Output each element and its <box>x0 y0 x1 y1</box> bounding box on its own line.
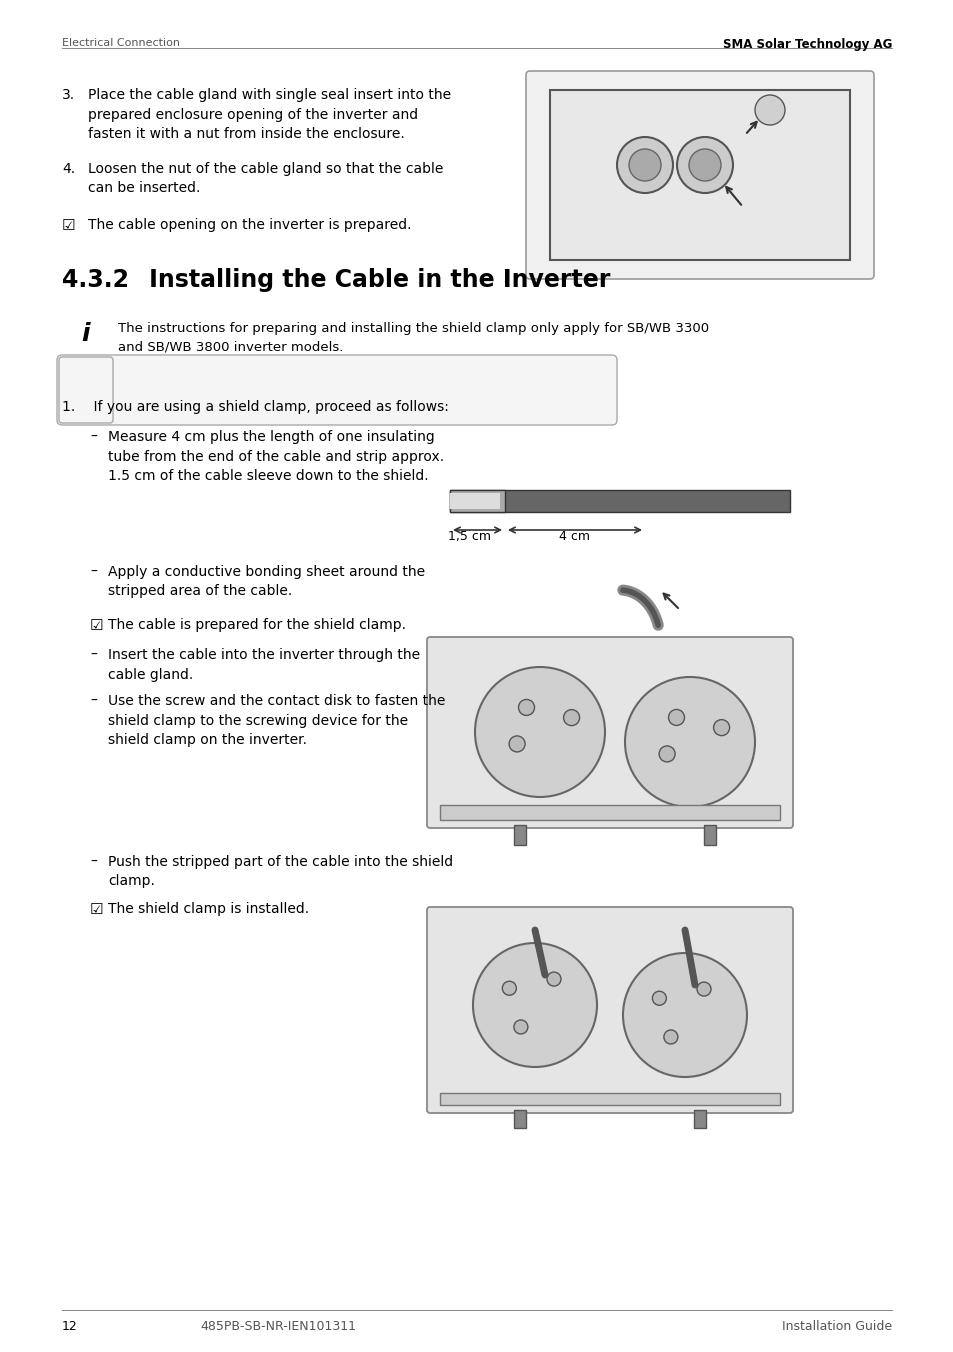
Text: The cable opening on the inverter is prepared.: The cable opening on the inverter is pre… <box>88 218 411 233</box>
Circle shape <box>677 137 732 193</box>
Text: Place the cable gland with single seal insert into the
prepared enclosure openin: Place the cable gland with single seal i… <box>88 88 451 141</box>
Text: –: – <box>90 854 97 869</box>
Text: Use the screw and the contact disk to fasten the
shield clamp to the screwing de: Use the screw and the contact disk to fa… <box>108 694 445 748</box>
Text: The instructions for preparing and installing the shield clamp only apply for SB: The instructions for preparing and insta… <box>118 322 708 353</box>
Text: Electrical Connection: Electrical Connection <box>62 38 180 49</box>
Bar <box>550 91 849 260</box>
Bar <box>450 489 789 512</box>
Circle shape <box>697 982 710 996</box>
Circle shape <box>475 667 604 796</box>
Bar <box>514 1110 525 1128</box>
Bar <box>450 493 499 508</box>
Circle shape <box>628 149 660 181</box>
Text: Insert the cable into the inverter through the
cable gland.: Insert the cable into the inverter throu… <box>108 648 419 681</box>
Text: i: i <box>82 322 91 346</box>
Bar <box>703 825 716 845</box>
Circle shape <box>617 137 672 193</box>
Text: –: – <box>90 430 97 443</box>
Text: ☑: ☑ <box>62 218 75 233</box>
Text: 4 cm: 4 cm <box>558 530 590 544</box>
Text: Installation Guide: Installation Guide <box>781 1320 891 1333</box>
Text: 485PB-SB-NR-IEN101311: 485PB-SB-NR-IEN101311 <box>200 1320 355 1333</box>
Text: 3.: 3. <box>62 88 75 101</box>
Bar <box>439 1092 780 1105</box>
Circle shape <box>688 149 720 181</box>
Text: 1,5 cm: 1,5 cm <box>448 530 491 544</box>
Text: –: – <box>90 565 97 579</box>
Text: –: – <box>90 648 97 662</box>
Text: 4.: 4. <box>62 162 75 176</box>
Text: ☑: ☑ <box>90 618 104 633</box>
Circle shape <box>659 746 675 763</box>
Circle shape <box>663 1030 678 1044</box>
Circle shape <box>502 982 516 995</box>
Text: 4.3.2  Installing the Cable in the Inverter: 4.3.2 Installing the Cable in the Invert… <box>62 268 610 292</box>
Circle shape <box>514 1019 527 1034</box>
Text: Measure 4 cm plus the length of one insulating
tube from the end of the cable an: Measure 4 cm plus the length of one insu… <box>108 430 444 483</box>
FancyBboxPatch shape <box>57 356 617 425</box>
Text: The shield clamp is installed.: The shield clamp is installed. <box>108 902 309 917</box>
Circle shape <box>622 953 746 1078</box>
Circle shape <box>624 677 754 807</box>
Text: –: – <box>90 694 97 708</box>
Bar <box>514 825 525 845</box>
FancyBboxPatch shape <box>427 907 792 1113</box>
Bar <box>450 489 504 512</box>
Text: ☑: ☑ <box>90 902 104 917</box>
Bar <box>693 1110 705 1128</box>
Circle shape <box>518 699 534 715</box>
Bar <box>439 804 780 821</box>
Text: Apply a conductive bonding sheet around the
stripped area of the cable.: Apply a conductive bonding sheet around … <box>108 565 425 599</box>
Circle shape <box>563 710 579 726</box>
Circle shape <box>473 942 597 1067</box>
FancyBboxPatch shape <box>525 72 873 279</box>
Text: SMA Solar Technology AG: SMA Solar Technology AG <box>721 38 891 51</box>
FancyBboxPatch shape <box>59 357 112 423</box>
FancyBboxPatch shape <box>427 637 792 827</box>
Text: Push the stripped part of the cable into the shield
clamp.: Push the stripped part of the cable into… <box>108 854 453 888</box>
Circle shape <box>652 991 665 1006</box>
Circle shape <box>754 95 784 124</box>
Circle shape <box>509 735 524 752</box>
Circle shape <box>546 972 560 986</box>
Circle shape <box>668 710 684 726</box>
Text: Loosen the nut of the cable gland so that the cable
can be inserted.: Loosen the nut of the cable gland so tha… <box>88 162 443 196</box>
Circle shape <box>713 719 729 735</box>
Text: 1.  If you are using a shield clamp, proceed as follows:: 1. If you are using a shield clamp, proc… <box>62 400 449 414</box>
Text: 12: 12 <box>62 1320 77 1333</box>
Text: The cable is prepared for the shield clamp.: The cable is prepared for the shield cla… <box>108 618 406 631</box>
